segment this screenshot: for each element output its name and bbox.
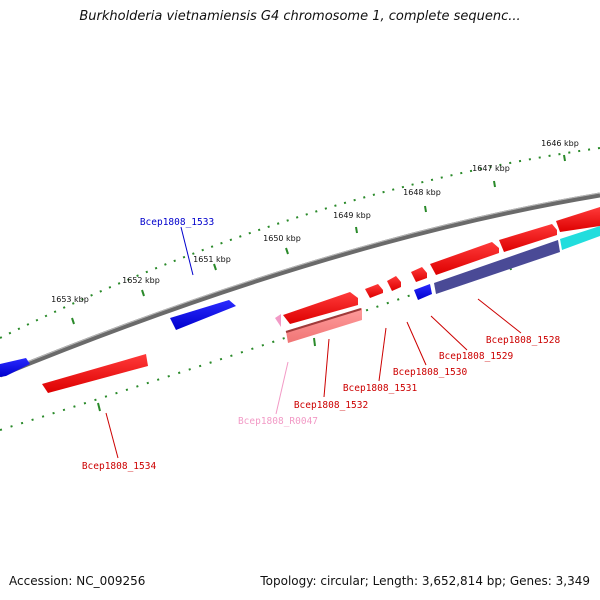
kbp-label: 1652 kbp — [122, 276, 160, 285]
gene-label-bcep1808-1530[interactable]: Bcep1808_1530 — [393, 367, 468, 378]
gene-arrow-cyan[interactable] — [560, 226, 600, 250]
gene-arrow-small[interactable] — [365, 284, 383, 298]
kbp-label: 1653 kbp — [51, 295, 89, 304]
gene-border — [285, 308, 362, 333]
major-tick — [71, 317, 75, 325]
major-tick — [424, 205, 427, 213]
gene-arrow-red[interactable] — [499, 224, 557, 252]
major-tick — [493, 180, 496, 188]
major-tick — [563, 154, 566, 162]
kbp-labels: 1646 kbp 1647 kbp 1648 kbp 1649 kbp 1650… — [51, 139, 579, 304]
gene-arrow-small[interactable] — [387, 276, 401, 291]
reverse-strand-genes[interactable] — [42, 226, 600, 393]
major-tick — [213, 263, 217, 271]
gene-label-bcep1808-1532[interactable]: Bcep1808_1532 — [294, 400, 368, 411]
kbp-label: 1649 kbp — [333, 211, 371, 220]
gene-labels[interactable]: Bcep1808_1533 Bcep1808_1534 Bcep1808_R00… — [82, 217, 561, 472]
gene-arrow-blue-small[interactable] — [414, 284, 432, 300]
kbp-label: 1650 kbp — [263, 234, 301, 243]
rna-arrow-bcep1808-r0047[interactable] — [275, 314, 281, 327]
gene-label-bcep1808-1529[interactable]: Bcep1808_1529 — [439, 351, 514, 362]
gene-arrow-red[interactable] — [430, 242, 499, 275]
kbp-label: 1651 kbp — [193, 255, 231, 264]
gene-label-bcep1808-1534[interactable]: Bcep1808_1534 — [82, 461, 157, 472]
gene-arrow-red[interactable] — [283, 292, 358, 324]
gene-arrow-red-edge[interactable] — [556, 207, 600, 232]
kbp-label: 1648 kbp — [403, 188, 441, 197]
gene-arrow-purple[interactable] — [434, 240, 560, 294]
gene-label-bcep1808-1528[interactable]: Bcep1808_1528 — [486, 335, 561, 346]
chromosome-backbone — [0, 192, 600, 378]
minor-tick-major — [97, 402, 101, 412]
gene-label-bcep1808-1531[interactable]: Bcep1808_1531 — [343, 383, 418, 394]
gene-label-bcep1808-1533[interactable]: Bcep1808_1533 — [140, 217, 214, 228]
gene-arrow-blue-edge[interactable] — [0, 358, 30, 377]
outer-tick-track — [0, 147, 600, 339]
gene-arrow-bcep1808-1533[interactable] — [170, 300, 236, 330]
gene-arrow-bcep1808-1532[interactable] — [286, 308, 362, 343]
minor-tick-major — [313, 337, 316, 347]
forward-strand-genes[interactable] — [0, 207, 600, 377]
accession-text: Accession: NC_009256 — [9, 574, 146, 588]
kbp-label: 1646 kbp — [541, 139, 579, 148]
genome-stats-text: Topology: circular; Length: 3,652,814 bp… — [260, 574, 590, 588]
gene-arrow-small[interactable] — [411, 267, 427, 282]
gene-arrow-bcep1808-1534[interactable] — [42, 354, 148, 393]
gene-label-bcep1808-r0047[interactable]: Bcep1808_R0047 — [238, 416, 318, 427]
map-title: Burkholderia vietnamiensis G4 chromosome… — [79, 9, 521, 24]
major-tick — [285, 247, 289, 255]
label-connectors — [105, 226, 522, 459]
major-tick — [141, 289, 145, 297]
kbp-label: 1647 kbp — [472, 164, 510, 173]
major-tick — [355, 226, 358, 234]
